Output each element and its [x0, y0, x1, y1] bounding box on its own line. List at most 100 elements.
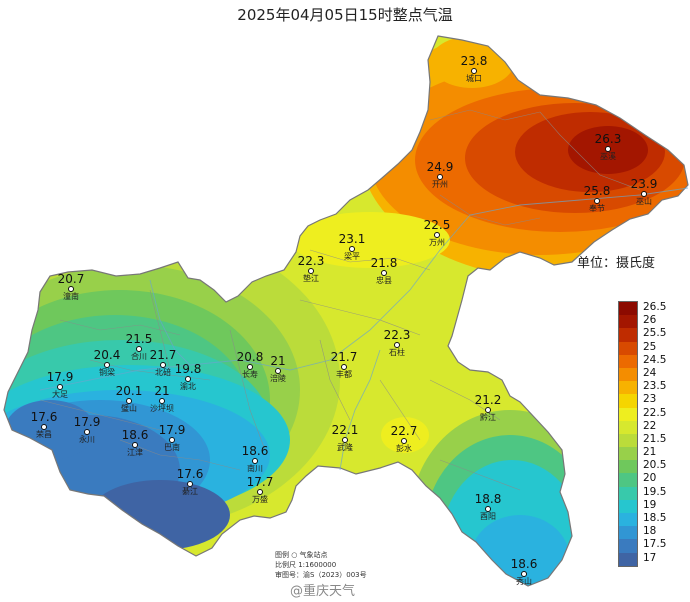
- station-name: 梁平: [344, 252, 360, 261]
- station-name: 巴南: [164, 443, 180, 452]
- color-legend: 26.5 26 25.5 25 24.5 24 23.5 23 22.5 22 21.5 21 20.5…: [618, 301, 666, 567]
- legend-label: 26.5: [643, 301, 667, 313]
- station-name: 丰都: [336, 370, 352, 379]
- station-temperature: 22.3: [297, 254, 325, 268]
- weather-station: 23.8 城口: [444, 55, 504, 84]
- watermark: @重庆天气: [290, 584, 356, 599]
- station-name: 秀山: [516, 577, 532, 586]
- weather-station: 17.6 綦江: [160, 468, 220, 497]
- station-temperature: 18.6: [121, 428, 149, 442]
- legend-swatch: 23: [619, 393, 656, 408]
- legend-label: 26: [643, 314, 657, 327]
- station-name: 涪陵: [270, 374, 286, 383]
- note-approval: 审图号：渝S（2023）003号: [275, 571, 367, 579]
- station-temperature: 17.9: [46, 370, 74, 384]
- station-dot-icon: [257, 489, 263, 495]
- station-temperature: 23.8: [460, 54, 488, 68]
- weather-station: 22.7 彭水: [374, 425, 434, 454]
- weather-station: 18.6 南川: [225, 445, 285, 474]
- station-dot-icon: [437, 174, 443, 180]
- legend-label: 18.5: [643, 512, 667, 524]
- station-name: 奉节: [589, 204, 605, 213]
- station-name: 石柱: [389, 348, 405, 357]
- station-temperature: 20.7: [57, 272, 85, 286]
- station-name: 大足: [52, 390, 68, 399]
- weather-station: 18.8 酉阳: [458, 493, 518, 522]
- station-dot-icon: [349, 246, 355, 252]
- note-legend: 图例 ○ 气象站点: [275, 551, 328, 559]
- station-name: 长寿: [242, 370, 258, 379]
- weather-station: 26.3 巫溪: [578, 133, 638, 162]
- station-temperature: 22.7: [390, 424, 418, 438]
- station-temperature: 17.6: [30, 410, 58, 424]
- station-dot-icon: [434, 232, 440, 238]
- legend-swatch: 22.5: [619, 407, 666, 421]
- weather-station: 18.6 秀山: [494, 558, 554, 587]
- weather-station: 17.9 永川: [57, 416, 117, 445]
- legend-swatch: 18: [619, 525, 656, 540]
- legend-swatch: 17: [619, 552, 656, 566]
- station-temperature: 22.3: [383, 328, 411, 342]
- station-dot-icon: [308, 268, 314, 274]
- station-name: 南川: [247, 464, 263, 473]
- station-name: 彭水: [396, 444, 412, 453]
- legend-label: 21: [643, 446, 657, 459]
- legend-label: 20.5: [643, 459, 667, 472]
- station-temperature: 22.5: [423, 218, 451, 232]
- legend-label: 17: [643, 551, 657, 564]
- station-name: 开州: [432, 180, 448, 189]
- station-temperature: 18.8: [474, 492, 502, 506]
- weather-station: 21.8 忠县: [354, 257, 414, 286]
- weather-station: 22.5 万州: [407, 219, 467, 248]
- station-temperature: 22.1: [331, 423, 359, 437]
- station-name: 綦江: [182, 487, 198, 496]
- legend-swatch: 20.5: [619, 459, 666, 474]
- weather-station: 20.8 长寿: [220, 351, 280, 380]
- station-name: 潼南: [63, 292, 79, 301]
- legend-label: 20: [643, 472, 657, 485]
- station-temperature: 18.6: [241, 444, 269, 458]
- station-dot-icon: [84, 429, 90, 435]
- weather-station: 19.8 渝北: [158, 363, 218, 392]
- station-name: 合川: [131, 352, 147, 361]
- station-name: 万州: [429, 238, 445, 247]
- station-name: 黔江: [480, 413, 496, 422]
- station-dot-icon: [247, 364, 253, 370]
- station-dot-icon: [485, 407, 491, 413]
- station-temperature: 17.6: [176, 467, 204, 481]
- station-name: 荣昌: [36, 430, 52, 439]
- station-temperature: 20.8: [236, 350, 264, 364]
- weather-station: 22.3 垫江: [281, 255, 341, 284]
- station-temperature: 21.2: [474, 393, 502, 407]
- station-name: 万盛: [252, 495, 268, 504]
- station-temperature: 21.7: [149, 348, 177, 362]
- station-dot-icon: [641, 191, 647, 197]
- station-name: 璧山: [121, 404, 137, 413]
- station-dot-icon: [485, 506, 491, 512]
- station-name: 渝北: [180, 382, 196, 391]
- legend-swatch: 25.5: [619, 327, 666, 342]
- legend-swatch: 19.5: [619, 486, 666, 500]
- station-dot-icon: [160, 362, 166, 368]
- station-temperature: 18.6: [510, 557, 538, 571]
- rivers: [39, 187, 689, 471]
- legend-label: 24.5: [643, 353, 667, 366]
- legend-swatch: 19: [619, 499, 656, 513]
- station-temperature: 17.9: [73, 415, 101, 429]
- station-temperature: 17.9: [158, 423, 186, 437]
- weather-station: 17.9 巴南: [142, 424, 202, 453]
- legend-label: 23.5: [643, 380, 667, 393]
- legend-label: 17.5: [643, 538, 667, 551]
- weather-station: 21.7 北碚: [133, 349, 193, 378]
- station-name: 城口: [466, 74, 482, 83]
- legend-swatch: 23.5: [619, 380, 666, 395]
- station-dot-icon: [471, 68, 477, 74]
- map-notes: 图例 ○ 气象站点 比例尺 1:1600000 审图号：渝S（2023）003号: [275, 550, 367, 580]
- station-name: 巫山: [636, 197, 652, 206]
- weather-station: 24.9 开州: [410, 161, 470, 190]
- weather-station: 17.9 大足: [30, 371, 90, 400]
- station-temperature: 23.9: [630, 177, 658, 191]
- station-temperature: 21: [270, 354, 286, 368]
- legend-label: 19.5: [643, 485, 667, 498]
- station-temperature: 17.7: [246, 475, 274, 489]
